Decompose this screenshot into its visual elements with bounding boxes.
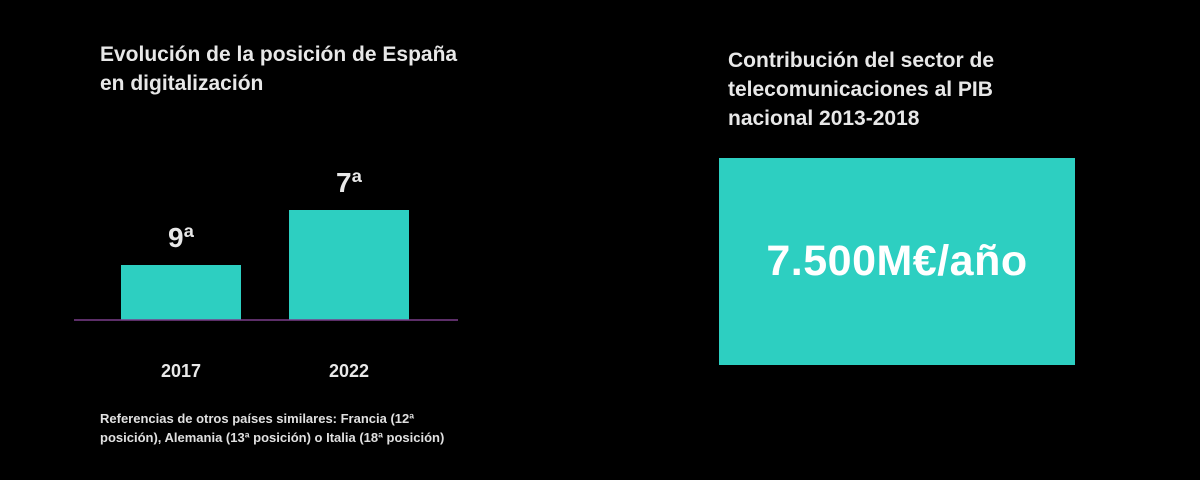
x-tick-label-2022: 2022 bbox=[329, 361, 369, 381]
data-label-2017: 9ª bbox=[168, 222, 195, 253]
data-label-2022: 7ª bbox=[336, 167, 363, 198]
kpi-title: Contribución del sector de telecomunicac… bbox=[728, 49, 995, 130]
kpi-box: 7.500M€/año bbox=[719, 158, 1075, 365]
chart-title: Evolución de la posición de España en di… bbox=[100, 43, 458, 95]
footnote: Referencias de otros países similares: F… bbox=[100, 411, 445, 445]
kpi-value: 7.500M€/año bbox=[766, 237, 1028, 285]
x-tick-label-2017: 2017 bbox=[161, 361, 201, 381]
bar-2022 bbox=[289, 210, 409, 320]
bar-2017 bbox=[121, 265, 241, 320]
